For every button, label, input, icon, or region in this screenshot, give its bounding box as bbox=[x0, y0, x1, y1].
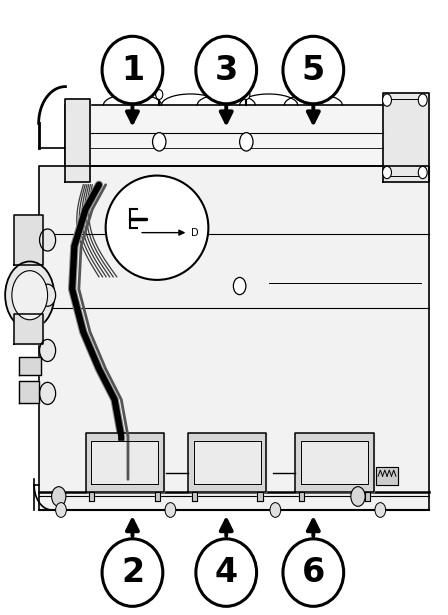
Polygon shape bbox=[155, 491, 160, 501]
Polygon shape bbox=[39, 167, 430, 510]
Circle shape bbox=[270, 502, 281, 517]
Text: 5: 5 bbox=[302, 54, 325, 87]
Polygon shape bbox=[18, 381, 39, 403]
Circle shape bbox=[243, 90, 250, 100]
Circle shape bbox=[152, 133, 166, 151]
Ellipse shape bbox=[283, 36, 344, 104]
Polygon shape bbox=[383, 93, 430, 181]
Circle shape bbox=[39, 339, 56, 362]
Polygon shape bbox=[89, 491, 95, 501]
Polygon shape bbox=[299, 491, 304, 501]
Text: 6: 6 bbox=[302, 556, 325, 589]
Ellipse shape bbox=[283, 539, 344, 606]
Ellipse shape bbox=[196, 539, 257, 606]
Polygon shape bbox=[65, 105, 412, 167]
Circle shape bbox=[418, 167, 427, 178]
Polygon shape bbox=[258, 491, 263, 501]
Circle shape bbox=[418, 94, 427, 106]
Circle shape bbox=[5, 261, 54, 329]
Circle shape bbox=[351, 486, 365, 506]
Polygon shape bbox=[376, 467, 398, 485]
Text: 2: 2 bbox=[121, 556, 144, 589]
Circle shape bbox=[240, 133, 253, 151]
Circle shape bbox=[39, 284, 56, 306]
Circle shape bbox=[39, 383, 56, 405]
Circle shape bbox=[52, 486, 66, 506]
Polygon shape bbox=[192, 491, 197, 501]
Circle shape bbox=[12, 271, 47, 320]
Polygon shape bbox=[91, 441, 158, 484]
Circle shape bbox=[375, 502, 386, 517]
Circle shape bbox=[383, 167, 392, 178]
Ellipse shape bbox=[102, 36, 163, 104]
Polygon shape bbox=[188, 434, 267, 491]
Polygon shape bbox=[301, 441, 368, 484]
Circle shape bbox=[165, 502, 176, 517]
Text: 4: 4 bbox=[215, 556, 238, 589]
Circle shape bbox=[56, 502, 66, 517]
Polygon shape bbox=[194, 441, 261, 484]
Text: D: D bbox=[190, 228, 198, 237]
Polygon shape bbox=[65, 99, 90, 181]
Text: 3: 3 bbox=[215, 54, 238, 87]
Polygon shape bbox=[18, 357, 41, 375]
Polygon shape bbox=[365, 491, 370, 501]
Ellipse shape bbox=[106, 175, 208, 280]
Circle shape bbox=[39, 229, 56, 251]
Polygon shape bbox=[14, 215, 43, 264]
Circle shape bbox=[233, 277, 246, 295]
Ellipse shape bbox=[196, 36, 257, 104]
Polygon shape bbox=[296, 434, 374, 491]
Polygon shape bbox=[14, 314, 43, 344]
Ellipse shape bbox=[102, 539, 163, 606]
Text: 1: 1 bbox=[121, 54, 144, 87]
Circle shape bbox=[383, 94, 392, 106]
Polygon shape bbox=[86, 434, 164, 491]
Circle shape bbox=[155, 90, 163, 100]
